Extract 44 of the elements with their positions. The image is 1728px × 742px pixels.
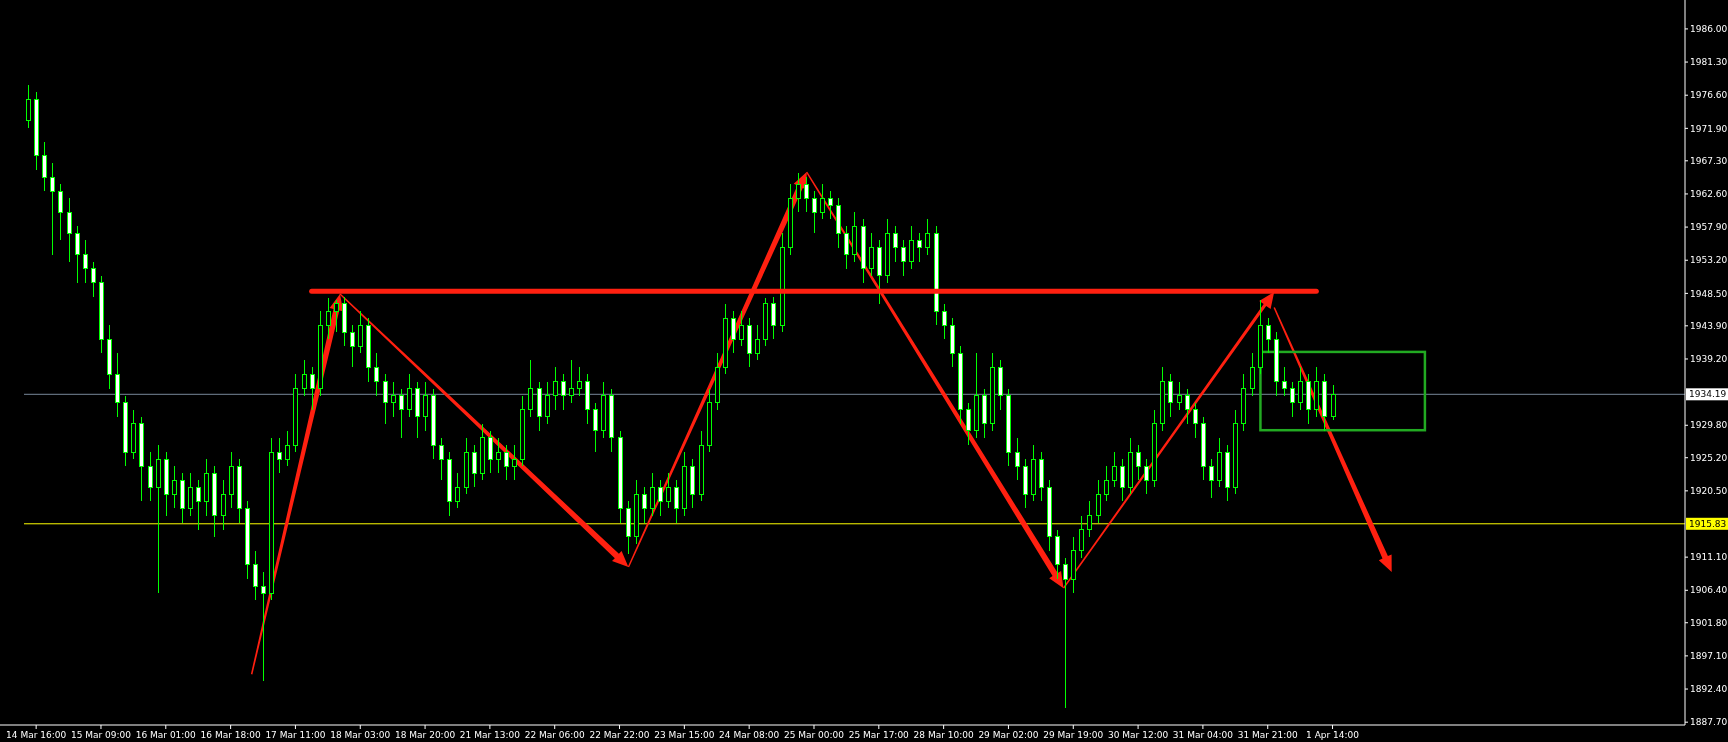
y-tick-label: 1953.20 xyxy=(1690,255,1728,266)
y-tick-label: 1986.00 xyxy=(1690,24,1728,35)
y-tick-label: 1976.60 xyxy=(1690,90,1728,101)
x-tick-label: 23 Mar 15:00 xyxy=(654,730,715,740)
y-tick-label: 1929.80 xyxy=(1690,420,1728,431)
x-tick-label: 18 Mar 20:00 xyxy=(395,730,456,740)
x-tick-label: 16 Mar 01:00 xyxy=(135,730,197,740)
ref-line-label: 1915.83 xyxy=(1689,518,1727,529)
x-tick-label: 22 Mar 22:00 xyxy=(589,730,650,740)
x-tick-label: 21 Mar 13:00 xyxy=(459,730,521,740)
x-tick-label: 29 Mar 19:00 xyxy=(1043,730,1104,740)
y-tick-label: 1948.50 xyxy=(1690,288,1728,299)
y-tick-label: 1920.50 xyxy=(1690,486,1728,497)
x-tick-label: 1 Apr 14:00 xyxy=(1306,730,1360,740)
x-tick-label: 31 Mar 04:00 xyxy=(1172,730,1234,740)
x-tick-label: 14 Mar 16:00 xyxy=(6,730,67,740)
y-tick-label: 1971.90 xyxy=(1690,123,1728,134)
x-tick-label: 22 Mar 06:00 xyxy=(524,730,586,740)
x-tick-label: 25 Mar 17:00 xyxy=(848,730,910,740)
y-tick-label: 1939.20 xyxy=(1690,354,1728,365)
ref-line-label: 1934.19 xyxy=(1689,389,1727,400)
x-tick-label: 16 Mar 18:00 xyxy=(200,730,261,740)
x-tick-label: 25 Mar 00:00 xyxy=(783,730,845,740)
x-tick-label: 18 Mar 03:00 xyxy=(330,730,391,740)
x-tick-label: 15 Mar 09:00 xyxy=(70,730,132,740)
candlestick xyxy=(1330,384,1337,421)
y-tick-label: 1957.90 xyxy=(1690,222,1728,233)
y-tick-label: 1967.30 xyxy=(1690,155,1728,166)
y-tick-label: 1887.70 xyxy=(1690,717,1728,728)
y-tick-label: 1962.60 xyxy=(1690,189,1728,200)
x-tick-label: 17 Mar 11:00 xyxy=(265,730,326,740)
y-tick-label: 1892.40 xyxy=(1690,684,1728,695)
y-tick-label: 1943.90 xyxy=(1690,320,1728,331)
y-tick-label: 1981.30 xyxy=(1690,57,1728,68)
y-tick-label: 1897.10 xyxy=(1690,651,1728,662)
x-tick-label: 30 Mar 12:00 xyxy=(1108,730,1169,740)
y-tick-label: 1911.10 xyxy=(1690,552,1728,563)
y-tick-label: 1901.80 xyxy=(1690,617,1728,628)
y-tick-label: 1925.20 xyxy=(1690,452,1728,463)
y-tick-label: 1906.40 xyxy=(1690,585,1728,596)
x-tick-label: 31 Mar 21:00 xyxy=(1237,730,1299,740)
x-tick-label: 29 Mar 02:00 xyxy=(978,730,1039,740)
x-tick-label: 28 Mar 10:00 xyxy=(913,730,974,740)
x-tick-label: 24 Mar 08:00 xyxy=(719,730,780,740)
